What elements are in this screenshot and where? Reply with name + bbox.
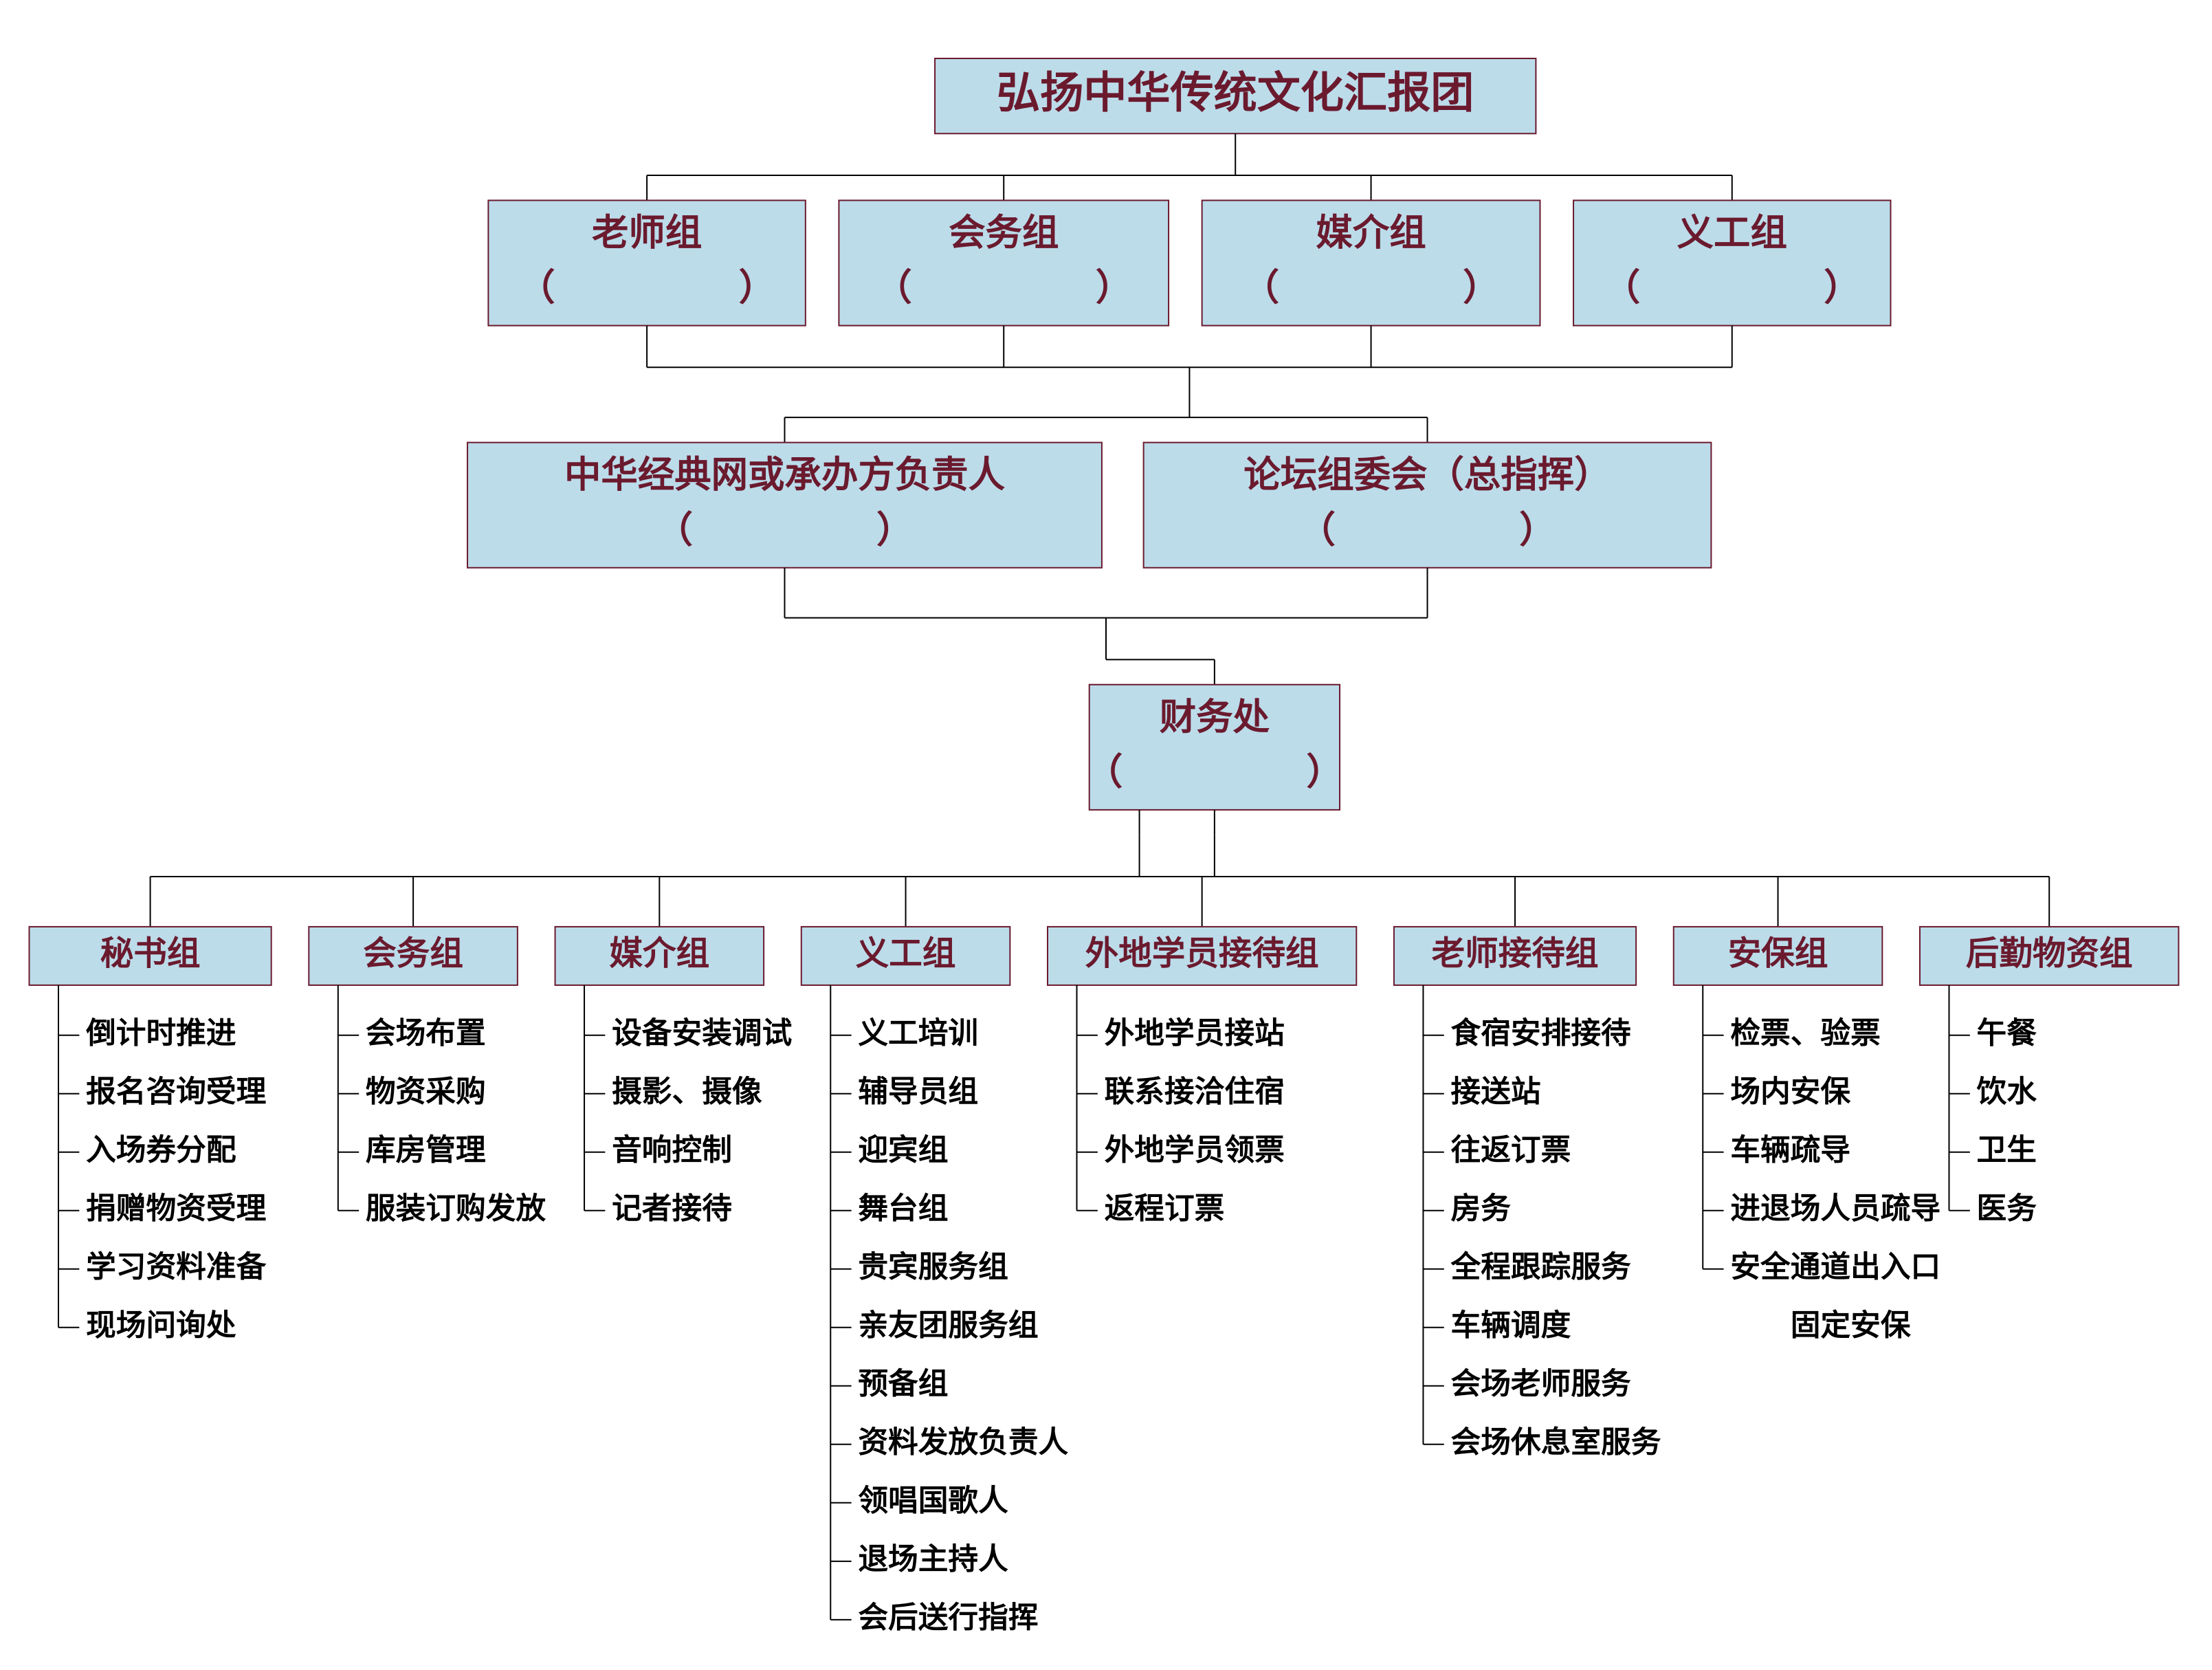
dept-title-6: 安保组 bbox=[1728, 935, 1828, 972]
root-title: 弘扬中华传统文化汇报团 bbox=[997, 69, 1474, 117]
dept-item-0-4: 学习资料准备 bbox=[86, 1250, 267, 1284]
dept-item-3-5: 亲友团服务组 bbox=[858, 1308, 1038, 1342]
dept-item-2-2: 音响控制 bbox=[612, 1133, 732, 1167]
l3-title-0: 中华经典网或承办方负责人 bbox=[564, 455, 1006, 496]
dept-item-3-2: 迎宾组 bbox=[858, 1133, 948, 1167]
dept-item-1-2: 库房管理 bbox=[366, 1133, 486, 1167]
dept-item-0-1: 报名咨询受理 bbox=[86, 1075, 266, 1108]
dept-item-3-10: 会后送行指挥 bbox=[858, 1601, 1038, 1634]
dept-item-6-2: 车辆疏导 bbox=[1730, 1133, 1850, 1167]
dept-item-4-2: 外地学员领票 bbox=[1105, 1133, 1285, 1167]
dept-item-0-3: 捐赠物资受理 bbox=[86, 1191, 266, 1225]
dept-item-5-4: 全程跟踪服务 bbox=[1450, 1250, 1632, 1284]
dept-title-2: 媒介组 bbox=[609, 935, 709, 972]
dept-item-4-0: 外地学员接站 bbox=[1105, 1016, 1285, 1050]
dept-item-5-2: 往返订票 bbox=[1451, 1133, 1571, 1167]
l2-paren-2: （ ） bbox=[1243, 267, 1500, 309]
dept-item-1-0: 会场布置 bbox=[366, 1016, 486, 1050]
l3-paren-1: （ ） bbox=[1299, 509, 1556, 551]
l3-paren-0: （ ） bbox=[656, 509, 913, 551]
dept-item-6-0: 检票、验票 bbox=[1730, 1016, 1881, 1050]
dept-item-5-7: 会场休息室服务 bbox=[1451, 1425, 1661, 1459]
dept-item-3-0: 义工培训 bbox=[858, 1016, 978, 1050]
dept-item-5-1: 接送站 bbox=[1451, 1075, 1541, 1108]
org-chart: 弘扬中华传统文化汇报团老师组 （ ） 会务组 （ ） 媒介组 （ ） 义工组 （ ） 中华经典网… bbox=[0, 0, 2212, 1670]
dept-item-2-1: 摄影、摄像 bbox=[612, 1075, 762, 1108]
dept-title-5: 老师接待组 bbox=[1432, 935, 1599, 972]
dept-item-6-1: 场内安保 bbox=[1730, 1075, 1851, 1108]
dept-item-0-0: 倒计时推进 bbox=[85, 1016, 236, 1050]
dept-item-1-1: 物资采购 bbox=[366, 1075, 486, 1108]
l3-title-1: 论坛组委会（总指挥） bbox=[1243, 454, 1611, 496]
finance-title: 财务处 bbox=[1160, 697, 1270, 738]
dept-title-4: 外地学员接待组 bbox=[1085, 935, 1319, 972]
l2-title-0: 老师组 bbox=[592, 213, 702, 254]
dept-item-4-1: 联系接洽住宿 bbox=[1105, 1075, 1285, 1108]
dept-item-3-1: 辅导员组 bbox=[858, 1075, 978, 1108]
l2-title-2: 媒介组 bbox=[1316, 213, 1426, 254]
dept-item-3-6: 预备组 bbox=[858, 1367, 948, 1400]
dept-item-6-3: 进退场人员疏导 bbox=[1730, 1191, 1940, 1225]
dept-item-0-5: 现场问询处 bbox=[86, 1308, 236, 1342]
dept-item-7-1: 饮水 bbox=[1977, 1075, 2037, 1108]
dept-item-4-3: 返程订票 bbox=[1105, 1191, 1225, 1225]
dept-title-0: 秘书组 bbox=[100, 935, 201, 972]
dept-item-5-6: 会场老师服务 bbox=[1451, 1367, 1632, 1400]
dept-item-7-0: 午餐 bbox=[1977, 1016, 2037, 1050]
l2-paren-1: （ ） bbox=[875, 267, 1132, 309]
dept-item-6-4: 安全通道出入口 bbox=[1730, 1250, 1940, 1284]
finance-paren: （ ） bbox=[1086, 751, 1343, 793]
dept-item-0-2: 入场券分配 bbox=[86, 1133, 236, 1167]
l2-title-1: 会务组 bbox=[949, 213, 1059, 254]
dept-item-2-0: 设备安装调试 bbox=[612, 1016, 792, 1050]
dept-item-7-3: 医务 bbox=[1977, 1191, 2037, 1225]
dept-item-5-3: 房务 bbox=[1451, 1191, 1512, 1225]
dept-item-3-9: 退场主持人 bbox=[858, 1542, 1008, 1576]
l2-paren-3: （ ） bbox=[1604, 267, 1861, 309]
dept-item-3-4: 贵宾服务组 bbox=[858, 1250, 1008, 1284]
dept-item-3-7: 资料发放负责人 bbox=[858, 1425, 1068, 1459]
l2-paren-0: （ ） bbox=[518, 267, 775, 309]
dept-item-2-3: 记者接待 bbox=[612, 1191, 732, 1225]
dept-item-6-5: 固定安保 bbox=[1791, 1308, 1912, 1342]
dept-title-1: 会务组 bbox=[363, 935, 463, 972]
dept-title-7: 后勤物资组 bbox=[1966, 935, 2133, 972]
dept-item-3-3: 舞台组 bbox=[858, 1191, 948, 1225]
dept-item-5-0: 食宿安排接待 bbox=[1451, 1016, 1631, 1050]
dept-item-7-2: 卫生 bbox=[1977, 1133, 2037, 1167]
dept-item-3-8: 领唱国歌人 bbox=[858, 1484, 1008, 1517]
l2-title-3: 义工组 bbox=[1677, 213, 1787, 254]
dept-item-5-5: 车辆调度 bbox=[1451, 1308, 1571, 1342]
dept-title-3: 义工组 bbox=[856, 935, 956, 972]
dept-item-1-3: 服装订购发放 bbox=[366, 1191, 546, 1225]
